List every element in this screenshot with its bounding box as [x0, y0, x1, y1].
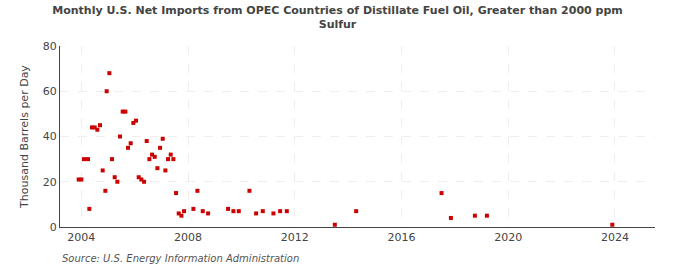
svg-text:40: 40	[43, 130, 57, 143]
svg-text:Source: U.S. Energy Informatio: Source: U.S. Energy Information Administ…	[62, 253, 299, 264]
svg-text:2012: 2012	[281, 231, 309, 244]
svg-text:0: 0	[50, 221, 57, 234]
svg-text:2020: 2020	[494, 231, 522, 244]
svg-text:2024: 2024	[601, 231, 629, 244]
svg-text:2008: 2008	[174, 231, 202, 244]
svg-text:2004: 2004	[67, 231, 95, 244]
svg-text:20: 20	[43, 176, 57, 189]
svg-text:Thousand Barrels per Day: Thousand Barrels per Day	[18, 65, 31, 209]
svg-text:2016: 2016	[388, 231, 416, 244]
svg-text:80: 80	[43, 40, 57, 53]
svg-text:60: 60	[43, 85, 57, 98]
svg-text:Monthly U.S. Net Imports from: Monthly U.S. Net Imports from OPEC Count…	[52, 4, 623, 31]
